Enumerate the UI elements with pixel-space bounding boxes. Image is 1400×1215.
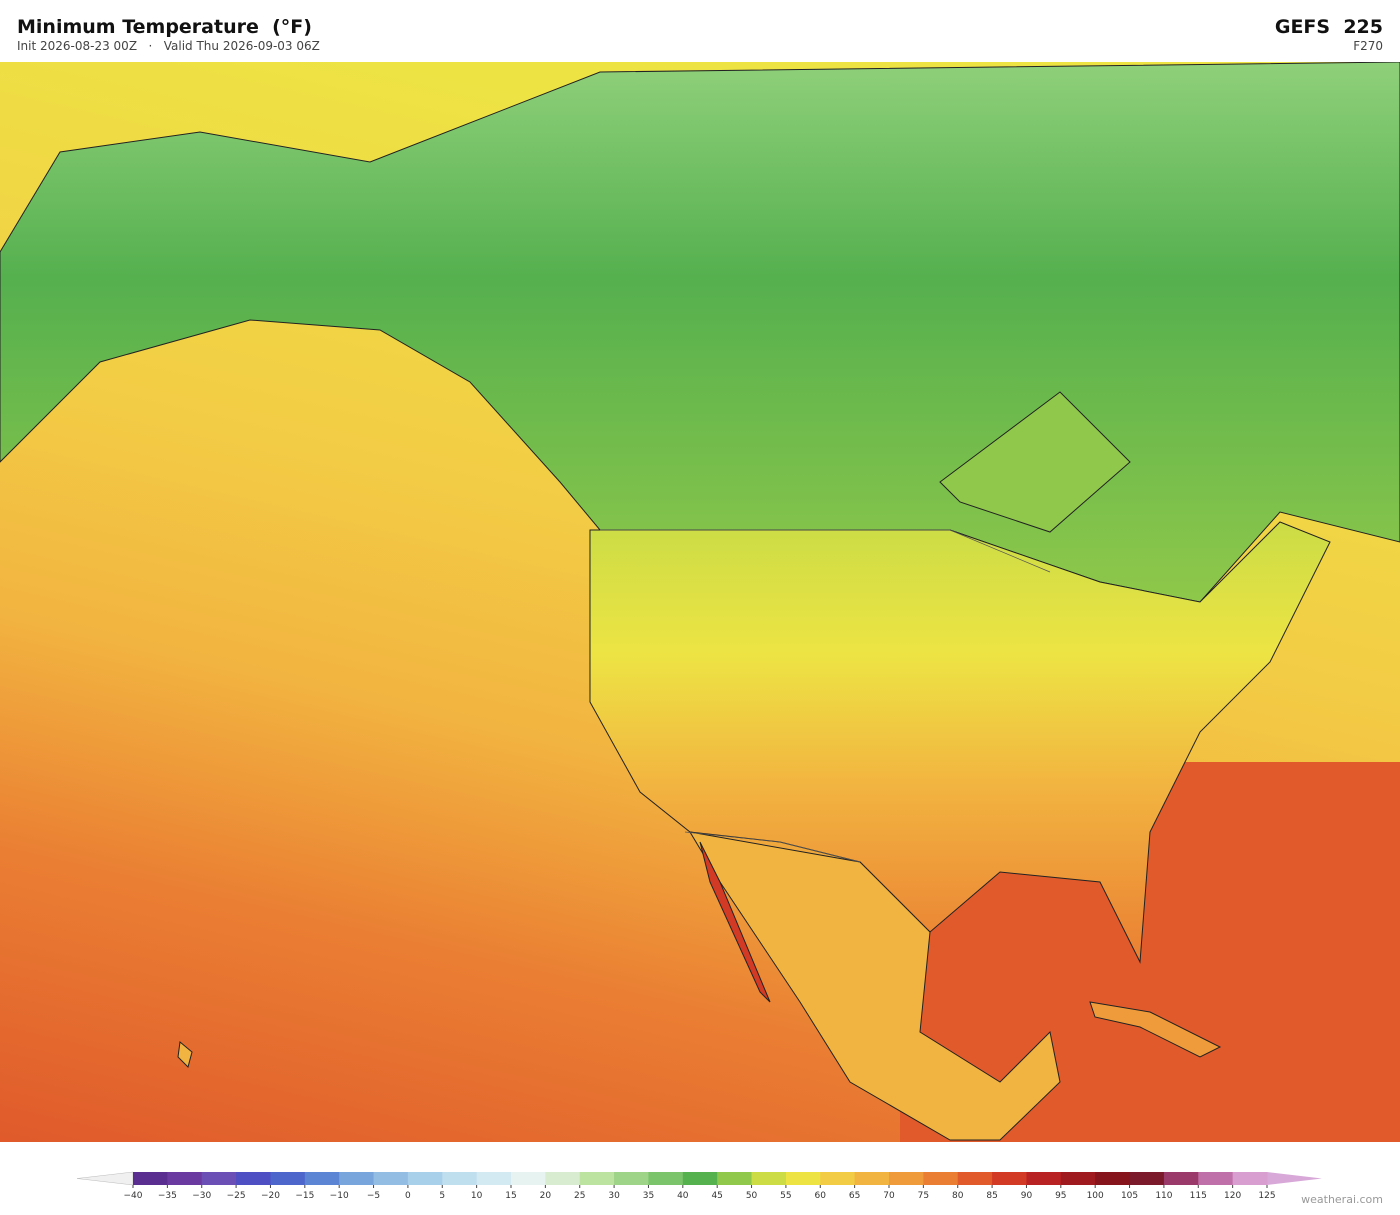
colorbar-swatch xyxy=(511,1172,546,1185)
colorbar-label: 110 xyxy=(1155,1191,1172,1201)
colorbar-swatch xyxy=(476,1172,512,1185)
colorbar-label: 25 xyxy=(574,1191,585,1201)
colorbar-label: 100 xyxy=(1087,1191,1104,1201)
map-subtitle: Init 2026-08-23 00Z · Valid Thu 2026-09-… xyxy=(17,39,320,53)
colorbar-label: 15 xyxy=(505,1191,516,1201)
colorbar-label: 120 xyxy=(1224,1191,1241,1201)
colorbar-swatch xyxy=(1163,1172,1199,1185)
colorbar-swatch xyxy=(133,1172,168,1185)
colorbar-label: −15 xyxy=(295,1191,314,1201)
baja xyxy=(699,841,771,1003)
colorbar-label: −40 xyxy=(124,1191,143,1201)
colorbar: −40 −35 −30 −25 −20 −15 −10 −5 0 5 10 15 20 25 30 35 40 4… xyxy=(76,1171,1322,1201)
forecast-hour: F270 xyxy=(1353,39,1383,53)
colorbar-label: 105 xyxy=(1121,1191,1138,1201)
colorbar-label: 80 xyxy=(952,1191,964,1201)
colorbar-swatch xyxy=(167,1172,203,1185)
colorbar-swatch xyxy=(545,1172,581,1185)
border xyxy=(684,831,861,863)
colorbar-label: −35 xyxy=(158,1191,177,1201)
colorbar-swatch xyxy=(820,1172,856,1185)
colorbar-swatch xyxy=(201,1172,237,1185)
colorbar-swatch xyxy=(1060,1172,1096,1185)
colorbar-label: 0 xyxy=(405,1191,411,1201)
colorbar-label: −25 xyxy=(227,1191,246,1201)
hawaii xyxy=(177,1041,193,1068)
colorbar-label: 35 xyxy=(643,1191,654,1201)
colorbar-label: 125 xyxy=(1258,1191,1275,1201)
colorbar-swatch xyxy=(614,1172,649,1185)
colorbar-swatch xyxy=(442,1172,478,1185)
colorbar-swatch xyxy=(1129,1172,1165,1185)
colorbar-label: 5 xyxy=(439,1191,445,1201)
colorbar-swatch xyxy=(751,1172,787,1185)
colorbar-label: −5 xyxy=(367,1191,380,1201)
colorbar-swatch xyxy=(270,1172,306,1185)
colorbar-label: 45 xyxy=(711,1191,722,1201)
map-title: Minimum Temperature (°F) xyxy=(17,16,312,38)
colorbar-label: 50 xyxy=(746,1191,758,1201)
colorbar-swatch xyxy=(785,1172,821,1185)
colorbar-label: 90 xyxy=(1021,1191,1033,1201)
colorbar-label: 30 xyxy=(608,1191,620,1201)
colorbar-label: 115 xyxy=(1190,1191,1207,1201)
colorbar-swatch xyxy=(304,1172,340,1185)
colorbar-swatch xyxy=(1198,1172,1234,1185)
colorbar-swatch xyxy=(1026,1172,1062,1185)
colorbar-label: 95 xyxy=(1055,1191,1066,1201)
mexico xyxy=(689,831,1061,1141)
colorbar-swatch xyxy=(717,1172,753,1185)
colorbar-swatch xyxy=(579,1172,615,1185)
colorbar-label: 85 xyxy=(986,1191,997,1201)
colorbar-label: 10 xyxy=(471,1191,483,1201)
map xyxy=(0,62,1400,1142)
colorbar-label: 65 xyxy=(849,1191,860,1201)
colorbar-swatch xyxy=(236,1172,271,1185)
colorbar-swatch xyxy=(957,1172,993,1185)
colorbar-label: −30 xyxy=(192,1191,211,1201)
cuba xyxy=(1089,1001,1222,1058)
colorbar-label: 70 xyxy=(883,1191,895,1201)
credit: weatherai.com xyxy=(1301,1193,1383,1206)
colorbar-swatch xyxy=(992,1172,1027,1185)
colorbar-swatch xyxy=(407,1172,443,1185)
colorbar-label: 75 xyxy=(918,1191,929,1201)
border xyxy=(600,529,1051,573)
colorbar-swatch xyxy=(1095,1172,1131,1185)
colorbar-label: 60 xyxy=(815,1191,827,1201)
colorbar-swatch xyxy=(889,1172,924,1185)
colorbar-label: 40 xyxy=(677,1191,689,1201)
colorbar-swatch xyxy=(854,1172,890,1185)
colorbar-label: 20 xyxy=(540,1191,552,1201)
hudson-bay-area xyxy=(939,391,1131,533)
colorbar-swatch xyxy=(339,1172,375,1185)
colorbar-swatch xyxy=(648,1172,684,1185)
colorbar-label: −20 xyxy=(261,1191,280,1201)
colorbar-swatch xyxy=(923,1172,959,1185)
colorbar-label: −10 xyxy=(330,1191,349,1201)
colorbar-swatch xyxy=(1232,1172,1268,1185)
colorbar-label: 55 xyxy=(780,1191,791,1201)
colorbar-swatch xyxy=(373,1172,409,1185)
colorbar-over xyxy=(1267,1172,1322,1185)
colorbar-under xyxy=(76,1171,134,1186)
colorbar-swatch xyxy=(682,1172,718,1185)
model-label: GEFS 225 xyxy=(1274,16,1383,38)
